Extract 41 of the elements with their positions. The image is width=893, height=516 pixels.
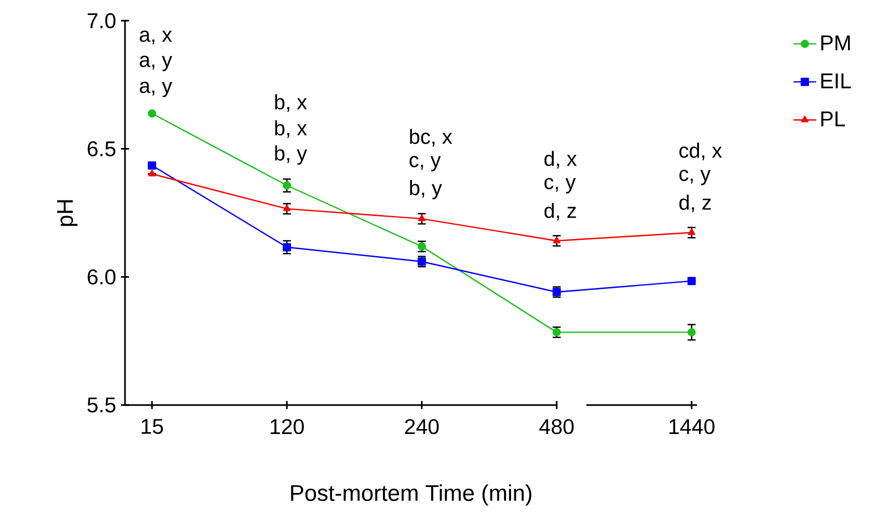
point [553, 236, 560, 244]
x-tick-label: 120 [270, 419, 304, 434]
y-axis-title: pH [57, 200, 78, 226]
annotation: a, y [140, 82, 172, 98]
legend-label: PL [821, 112, 845, 126]
point [688, 228, 696, 235]
annotation: bc, x [410, 128, 452, 146]
y-tick-label: 5.5 [87, 398, 116, 412]
annotation: d, z [679, 194, 711, 212]
annotation: b, x [275, 94, 307, 112]
point [283, 204, 291, 212]
x-tick-label: 240 [405, 419, 439, 434]
point [148, 109, 156, 118]
legend-label: EIL [821, 74, 851, 88]
annotation: a, x [140, 30, 172, 44]
point [148, 161, 156, 170]
x-tick-label: 1440 [670, 419, 714, 434]
point [687, 276, 696, 286]
annotation: a, y [140, 56, 172, 72]
point [687, 328, 696, 336]
y-tick-label: 6.5 [88, 141, 116, 156]
annotation: b, y [275, 145, 308, 165]
annotation: d, z [544, 202, 576, 220]
x-tick-label: 15 [142, 419, 163, 434]
point [282, 181, 292, 190]
annotation: cd, x [679, 142, 722, 160]
annotation: c, y [544, 178, 576, 194]
point [148, 170, 156, 176]
annotation: d, x [544, 150, 577, 168]
point [418, 214, 426, 222]
legend-label: PM [821, 36, 850, 50]
y-tick-label: 6.0 [88, 269, 116, 284]
annotation: c, y [410, 156, 441, 172]
y-tick-label: 7.0 [88, 13, 116, 28]
x-axis-title: Post-mortem Time (min) [291, 484, 532, 506]
annotation: c, y [679, 170, 711, 186]
point [552, 328, 561, 336]
point [282, 243, 292, 252]
annotation: b, y [410, 180, 442, 200]
x-tick-label: 480 [539, 419, 574, 434]
annotation: b, x [275, 120, 307, 138]
